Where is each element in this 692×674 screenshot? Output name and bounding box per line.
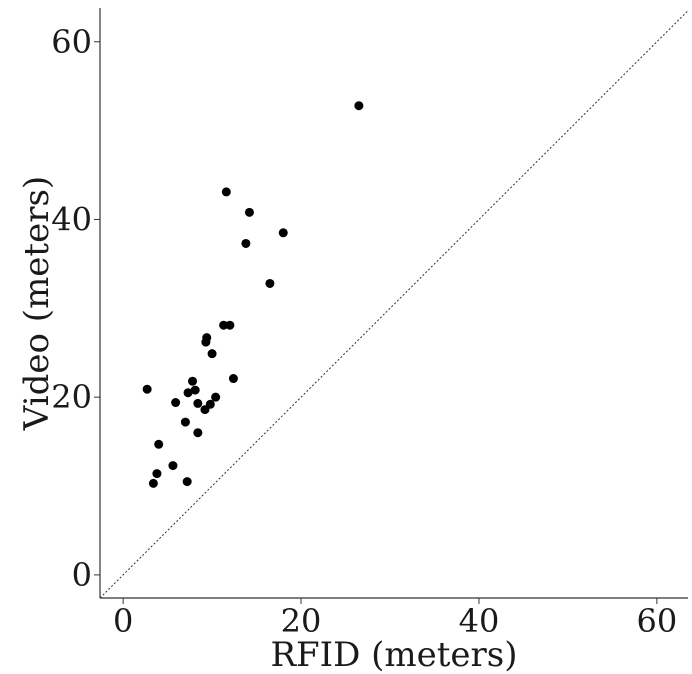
- y-axis-ticks: 0 20 40 60: [51, 23, 100, 594]
- data-point: [193, 398, 203, 408]
- data-point: [182, 477, 192, 487]
- data-point: [148, 478, 158, 488]
- data-point: [152, 469, 162, 479]
- data-point: [211, 392, 221, 402]
- x-tick-label: 40: [459, 602, 500, 640]
- y-tick-label: 60: [51, 23, 92, 61]
- data-point: [225, 320, 235, 330]
- data-point: [168, 461, 178, 471]
- x-tick-label: 0: [113, 602, 133, 640]
- data-point: [219, 320, 229, 330]
- data-point: [171, 398, 181, 408]
- data-point: [190, 385, 200, 395]
- x-axis-ticks: 0 20 40 60: [113, 598, 677, 640]
- y-tick-label: 20: [51, 378, 92, 416]
- data-point: [278, 228, 288, 238]
- data-point: [201, 337, 211, 347]
- y-axis-title: Video (meters): [17, 176, 57, 431]
- data-point: [221, 187, 231, 197]
- data-point: [244, 207, 254, 217]
- identity-reference-line: [99, 10, 689, 599]
- x-tick-label: 20: [281, 602, 322, 640]
- data-point: [200, 405, 210, 415]
- data-point: [241, 238, 251, 248]
- y-tick-label: 40: [51, 200, 92, 238]
- data-point: [265, 278, 275, 288]
- data-points: [142, 101, 364, 488]
- data-point: [183, 388, 193, 398]
- data-point: [193, 428, 203, 438]
- data-point: [228, 374, 238, 384]
- x-tick-label: 60: [637, 602, 678, 640]
- data-point: [188, 376, 198, 386]
- data-point: [154, 439, 164, 449]
- data-point: [180, 417, 190, 427]
- data-point: [142, 384, 152, 394]
- data-point: [354, 101, 364, 111]
- x-axis-title: RFID (meters): [270, 635, 517, 674]
- data-point: [207, 349, 217, 359]
- y-tick-label: 0: [72, 556, 92, 594]
